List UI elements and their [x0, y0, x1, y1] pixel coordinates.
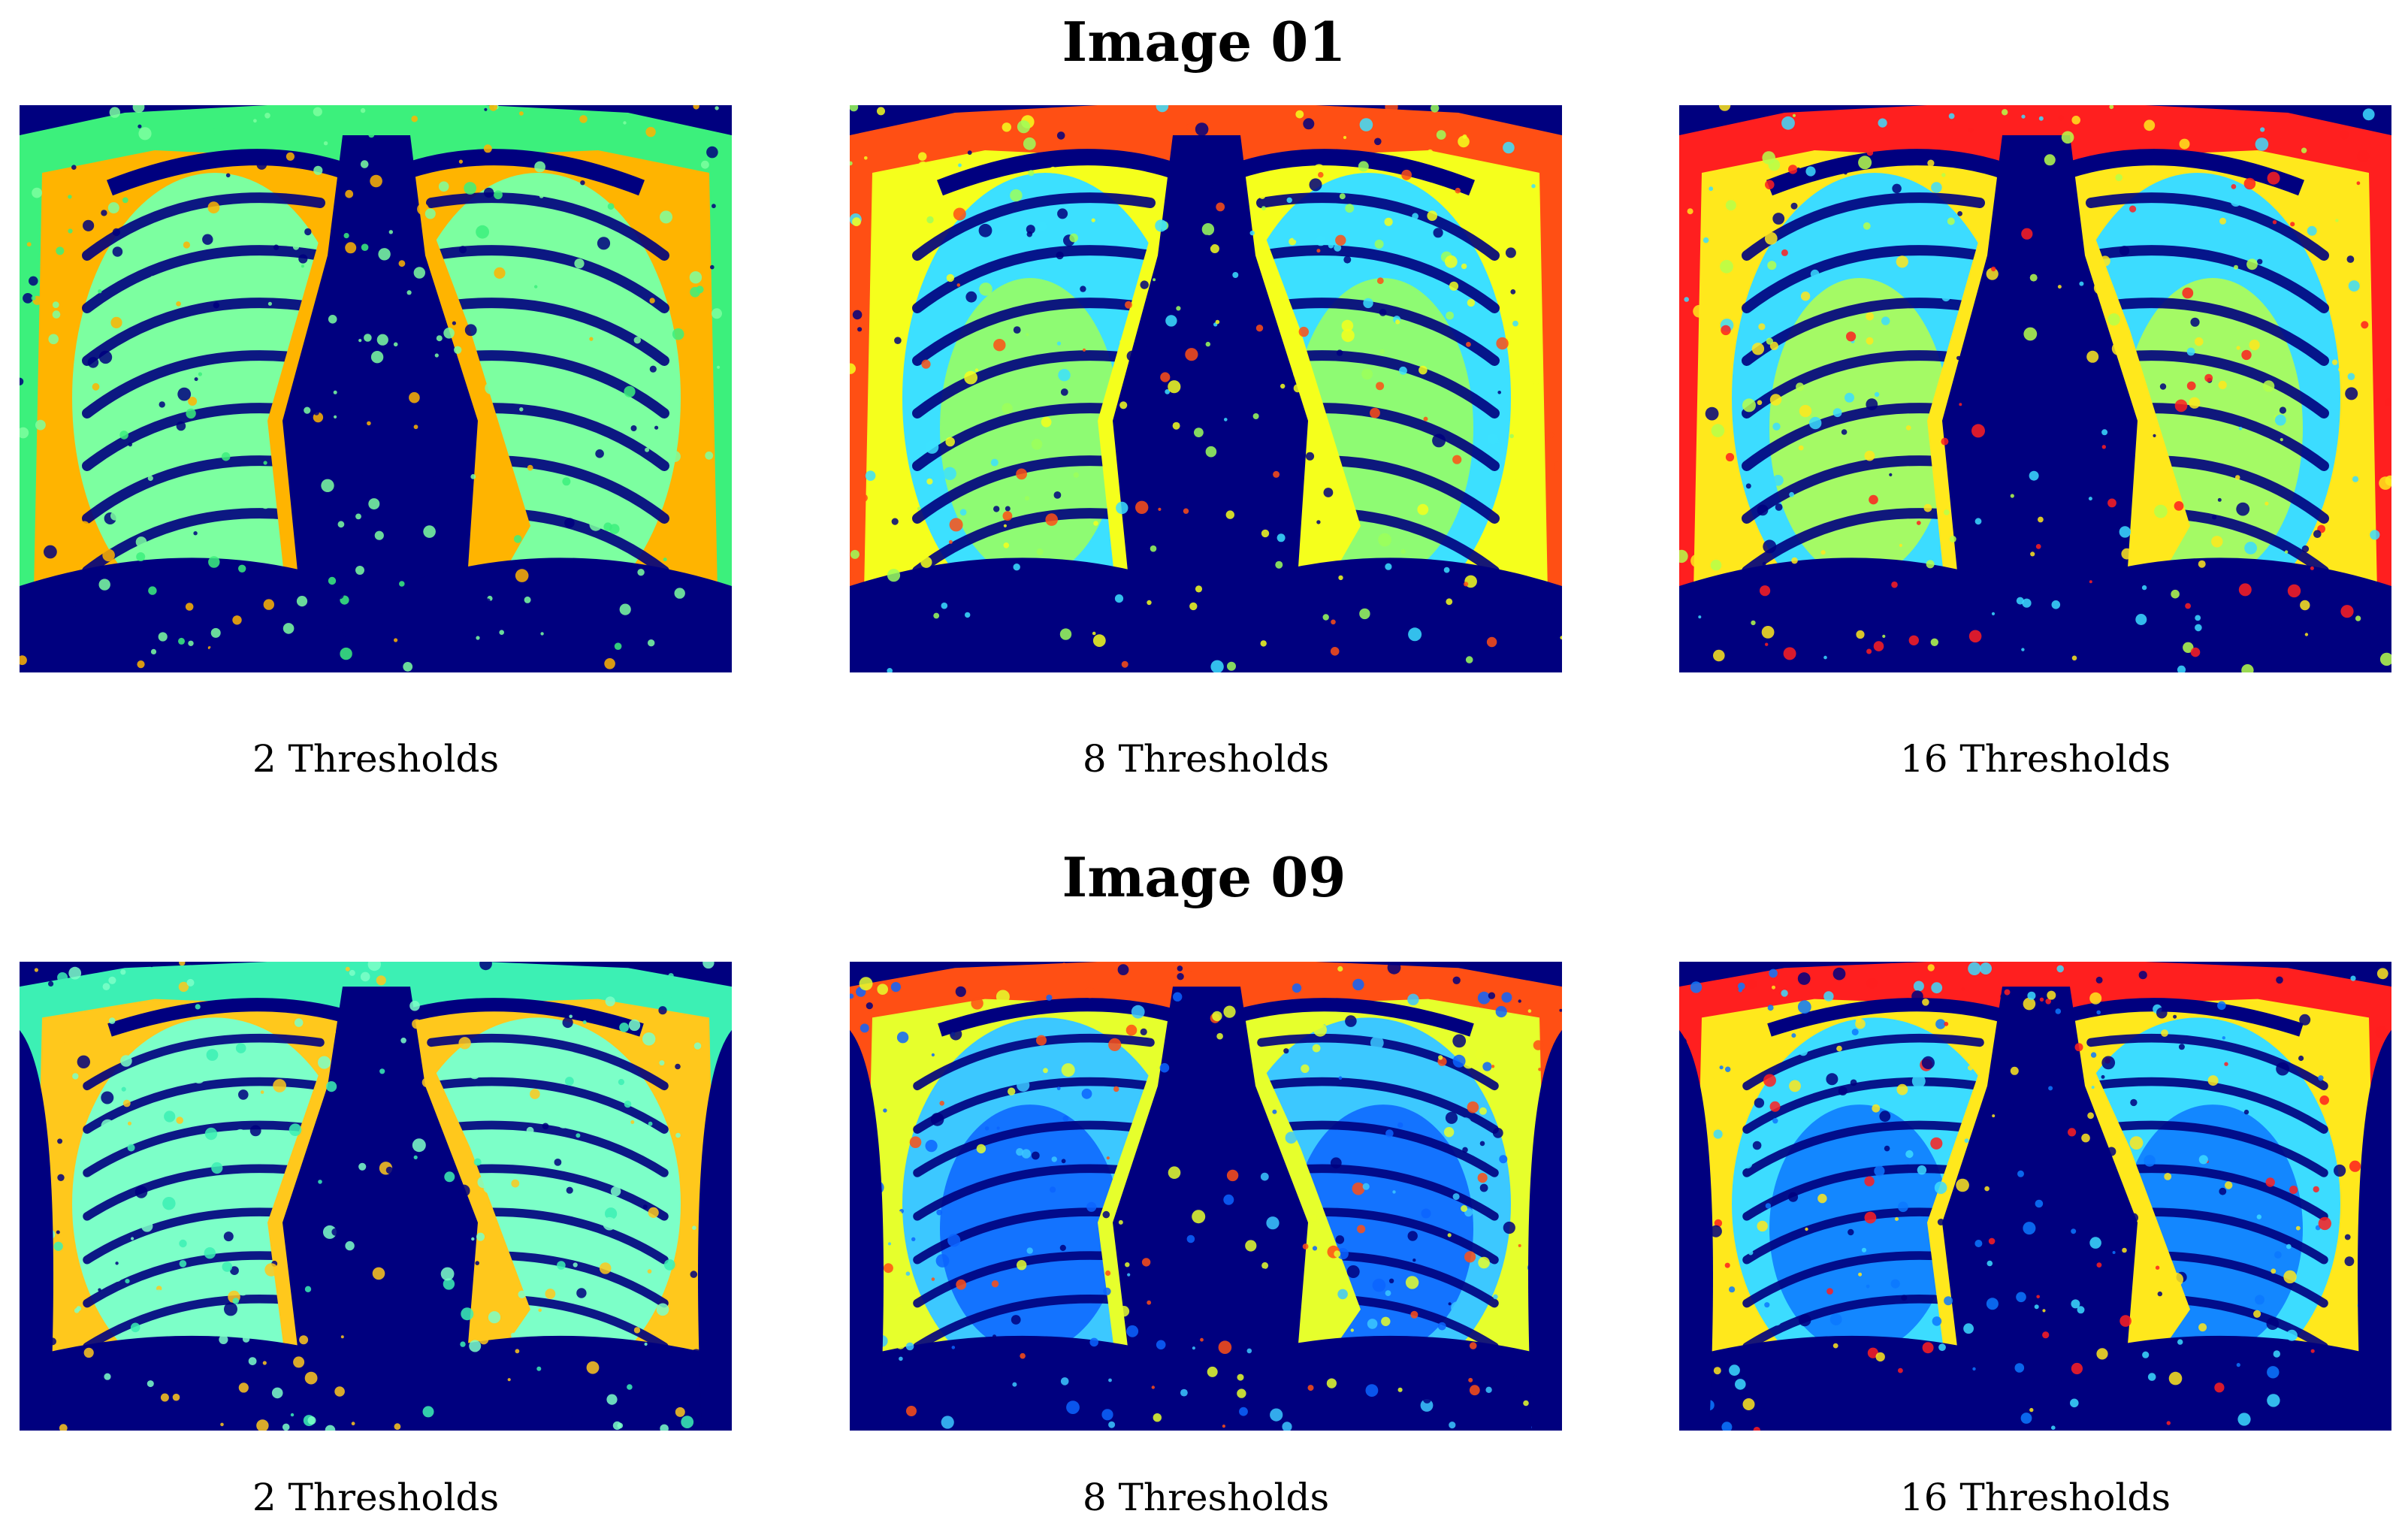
- caption-image09-16-thresholds: 16 Thresholds: [1899, 1476, 2171, 1519]
- right-clavicle: [2058, 149, 2304, 196]
- diaphragm-region: [850, 558, 1562, 672]
- segmentation-speckles: [1679, 105, 2391, 672]
- mediastinum-region: [1113, 987, 1308, 1410]
- diaphragm-region: [1679, 1335, 2391, 1431]
- left-clavicle: [1766, 149, 2013, 196]
- right-clavicle: [1229, 998, 1474, 1037]
- right-clavicle: [1228, 149, 1475, 196]
- right-clavicle: [2059, 998, 2304, 1037]
- xray-segmentation-image09-2-thresholds: [20, 962, 732, 1431]
- left-clavicle: [938, 998, 1183, 1037]
- segmentation-speckles: [20, 962, 732, 1431]
- left-side-margin: [20, 1029, 53, 1431]
- caption-image09-8-thresholds: 8 Thresholds: [1082, 1476, 1330, 1519]
- segmentation-speckles: [850, 105, 1562, 672]
- left-clavicle: [1767, 998, 2012, 1037]
- segmentation-speckles: [20, 105, 732, 672]
- xray-segmentation-image01-2-thresholds: [20, 105, 732, 672]
- caption-image01-8-thresholds: 8 Thresholds: [1082, 737, 1330, 781]
- caption-image01-16-thresholds: 16 Thresholds: [1899, 737, 2171, 781]
- left-clavicle: [107, 998, 352, 1037]
- mediastinum-region: [1942, 135, 2138, 646]
- right-side-margin: [1528, 1029, 1562, 1431]
- diaphragm-region: [20, 1335, 732, 1431]
- left-lung-inner-region: [940, 1104, 1120, 1353]
- segmentation-speckles: [1679, 962, 2391, 1431]
- right-clavicle: [398, 149, 645, 196]
- diaphragm-region: [1679, 558, 2391, 672]
- left-lung-inner-region: [1769, 1104, 1950, 1353]
- right-side-margin: [698, 1029, 732, 1431]
- left-lung-inner-region: [110, 278, 290, 579]
- mediastinum-region: [282, 987, 478, 1410]
- image-09-title: Image 09: [1062, 845, 1346, 909]
- diaphragm-region: [20, 558, 732, 672]
- left-side-margin: [1679, 1029, 1713, 1431]
- mediastinum-region: [1113, 135, 1308, 646]
- segmentation-speckles: [850, 962, 1562, 1431]
- right-clavicle: [399, 998, 644, 1037]
- xray-segmentation-image09-8-thresholds: [850, 962, 1562, 1431]
- left-lung-inner-region: [1769, 278, 1950, 579]
- right-side-margin: [2358, 1029, 2391, 1431]
- left-clavicle: [107, 149, 353, 196]
- caption-image01-2-thresholds: 2 Thresholds: [252, 737, 500, 781]
- caption-image09-2-thresholds: 2 Thresholds: [252, 1476, 500, 1519]
- mediastinum-region: [282, 135, 478, 646]
- xray-segmentation-image01-16-thresholds: [1679, 105, 2391, 672]
- diaphragm-region: [850, 1335, 1562, 1431]
- image-01-title: Image 01: [1062, 10, 1346, 74]
- xray-segmentation-image09-16-thresholds: [1679, 962, 2391, 1431]
- xray-segmentation-image01-8-thresholds: [850, 105, 1562, 672]
- left-clavicle: [937, 149, 1183, 196]
- left-lung-inner-region: [940, 278, 1120, 579]
- left-side-margin: [850, 1029, 884, 1431]
